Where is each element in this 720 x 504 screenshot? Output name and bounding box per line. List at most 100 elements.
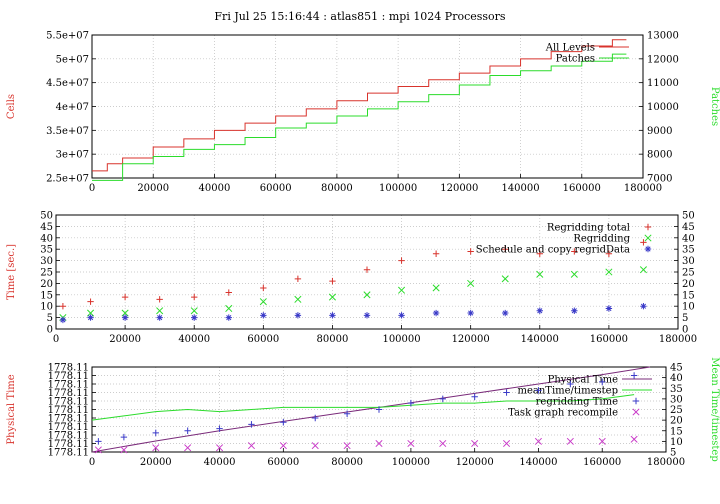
data-point: [121, 293, 129, 301]
y2-tick-label: 15: [670, 426, 683, 437]
data-point: [640, 303, 647, 310]
data-point: [247, 442, 255, 450]
data-point: [640, 239, 647, 246]
y-tick-label: 4e+07: [56, 102, 89, 113]
data-point: [120, 433, 128, 441]
data-point: [343, 442, 351, 450]
y2-tick-label: 45: [670, 363, 683, 374]
y2-tick-label: 7000: [647, 174, 672, 185]
data-point: [630, 372, 638, 379]
y-tick-label: 1778.11: [48, 439, 89, 450]
data-point: [571, 307, 578, 314]
data-point: [59, 303, 67, 310]
x-tick-label: 180000: [624, 183, 662, 194]
y-tick-label: 1778.11: [48, 448, 89, 459]
data-point: [630, 435, 638, 443]
data-point: [156, 314, 163, 321]
x-tick-label: 60000: [267, 457, 299, 468]
data-point: [536, 250, 543, 257]
y-tick-label: 5: [47, 313, 53, 324]
x-tick-label: 160000: [590, 334, 628, 345]
y2-tick-label: 40: [682, 233, 695, 244]
x-tick-label: 80000: [321, 183, 353, 194]
y-tick-label: 30: [40, 256, 53, 267]
data-point: [536, 270, 544, 278]
x-tick-label: 120000: [440, 183, 478, 194]
y2-tick-label: 12000: [647, 54, 679, 65]
y-tick-label: 1778.11: [48, 422, 89, 433]
data-point: [503, 389, 510, 396]
data-point: [471, 393, 478, 400]
y-tick-label: 5e+07: [56, 54, 89, 65]
y-tick-label: 1778.11: [48, 380, 89, 391]
data-point: [191, 314, 198, 321]
data-point: [259, 298, 267, 306]
data-point: [294, 275, 302, 283]
data-point: [87, 314, 94, 321]
y-tick-label: 1778.11: [48, 405, 89, 416]
x-tick-label: 60000: [260, 183, 292, 194]
y2-tick-label: 25: [670, 405, 683, 416]
data-point: [279, 442, 287, 450]
y2-tick-label: 9000: [647, 126, 672, 137]
x-tick-label: 0: [53, 334, 59, 345]
y2-tick-label: 11000: [647, 78, 679, 89]
data-point: [398, 257, 405, 264]
data-point: [502, 309, 509, 317]
y-tick-label: 3.5e+07: [46, 126, 89, 137]
data-point: [501, 275, 509, 283]
y-tick-label: 25: [40, 268, 53, 279]
data-point: [398, 286, 406, 294]
y-tick-label: 1778.11: [48, 431, 89, 442]
data-point: [439, 395, 446, 403]
data-point: [534, 437, 542, 445]
x-tick-label: 120000: [456, 457, 494, 468]
data-point: [216, 444, 224, 452]
y2-tick-label: 10: [670, 437, 683, 448]
legend-marker: [632, 408, 640, 416]
y2-tick-label: 15: [682, 290, 695, 301]
data-point: [225, 304, 233, 313]
x-tick-label: 140000: [501, 183, 539, 194]
data-point: [467, 248, 474, 255]
legend-marker: [644, 234, 652, 242]
data-point: [432, 250, 440, 257]
data-point: [605, 268, 613, 276]
y-axis-label: Cells: [6, 94, 17, 119]
legend-marker: [644, 245, 652, 253]
data-point: [329, 312, 336, 319]
data-point: [407, 439, 415, 448]
x-tick-label: 60000: [247, 334, 279, 345]
data-point: [343, 410, 351, 417]
legend-label: Schedule and copy regridData: [476, 245, 630, 256]
data-point: [280, 419, 287, 426]
data-point: [248, 421, 255, 428]
data-point: [311, 442, 319, 450]
data-point: [467, 309, 474, 317]
x-tick-label: 100000: [379, 183, 417, 194]
y2-tick-label: 5: [682, 313, 688, 324]
y-tick-label: 15: [40, 290, 53, 301]
data-point: [87, 298, 94, 305]
data-point: [156, 296, 163, 303]
data-point: [329, 277, 336, 285]
data-point: [567, 380, 574, 388]
data-point: [467, 279, 475, 287]
y2-axis-label: Mean Time/timestep: [709, 357, 720, 461]
legend-label: Regridding total: [547, 223, 630, 234]
data-point: [432, 309, 440, 317]
data-point: [121, 309, 129, 317]
x-tick-label: 40000: [199, 183, 231, 194]
data-point: [363, 291, 371, 299]
y-tick-label: 45: [40, 222, 53, 233]
y2-tick-label: 30: [682, 256, 695, 267]
data-point: [294, 312, 302, 319]
y2-tick-label: 25: [682, 268, 695, 279]
y2-axis-label: Patches: [709, 87, 720, 126]
x-tick-label: 120000: [452, 334, 490, 345]
data-point: [94, 446, 102, 454]
data-point: [260, 312, 267, 319]
y2-tick-label: 10: [682, 302, 695, 313]
y-tick-label: 5.5e+07: [46, 31, 89, 42]
